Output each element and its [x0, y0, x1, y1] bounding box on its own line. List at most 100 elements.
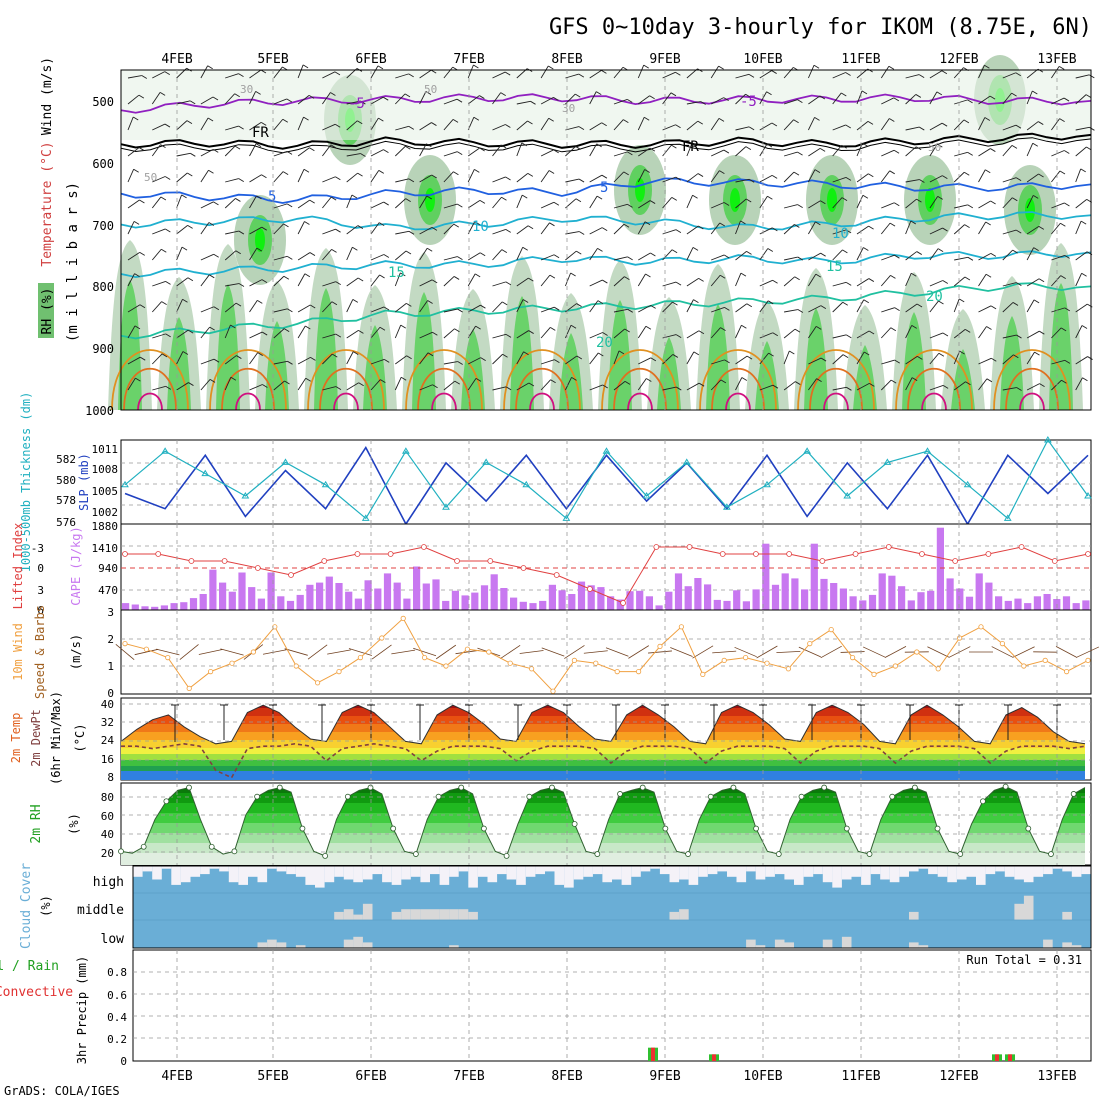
wind-barb [176, 351, 184, 365]
wind-barb-flag [1016, 334, 1022, 339]
wind-barb-flag [426, 143, 432, 148]
wind-barb [273, 66, 283, 79]
wind-barb-flag [521, 142, 528, 147]
wind-barb [1051, 150, 1065, 157]
wind-barb [127, 356, 141, 365]
cloud-low-bar [362, 942, 373, 948]
wind-barb-flag [842, 354, 849, 358]
wind-barb-flag [287, 360, 293, 365]
wind-barb [297, 64, 304, 79]
wind-barb-flag [894, 254, 900, 259]
wind-barb [297, 116, 304, 131]
wind-barb [273, 203, 288, 209]
wind-barb-flag [942, 385, 949, 389]
wind-barb-flag [213, 253, 219, 258]
wind-barb [419, 195, 428, 209]
wind-barb-flag [911, 377, 918, 382]
bottom-date-label: 9FEB [649, 1069, 680, 1084]
wind-barb-flag [936, 91, 943, 96]
cloud-high-gap [755, 866, 766, 880]
lifted-index-point [454, 558, 460, 564]
wind-barb-flag [985, 221, 991, 226]
cloud-high-gap [372, 866, 383, 875]
bottom-date-label: 4FEB [161, 1069, 192, 1084]
wind-barb [929, 332, 944, 339]
wind-barb [443, 256, 458, 261]
surface-wind-barb [500, 644, 521, 660]
wind-barb [540, 306, 555, 313]
temp-surface-loop [921, 392, 947, 411]
wind-barb [953, 276, 966, 287]
temp-series-line [120, 704, 1086, 745]
wind-barb-flag [406, 302, 412, 307]
surface-wind-barb [734, 646, 757, 658]
cloud-middle-bar [909, 911, 919, 920]
wind-barb-flag [650, 357, 657, 362]
wind-barb-flag [967, 151, 973, 156]
wind-barb [564, 272, 572, 287]
wind-barb [540, 254, 555, 261]
precip-tick: 0.8 [107, 966, 127, 979]
wind-barb [540, 149, 554, 157]
cloud-high-gap [410, 866, 421, 877]
wind-speed-point [764, 660, 770, 666]
wind-barb [176, 225, 188, 235]
wind-barb [273, 308, 288, 313]
wind-barb-flag [235, 302, 242, 307]
wind-barb [565, 178, 580, 183]
contour-label-m5: -5 [740, 94, 757, 110]
ylabel-rh: RH (%) [40, 288, 55, 335]
wind-barb-flag [916, 198, 922, 203]
wind-barb-flag [1011, 92, 1017, 97]
wind-barb-flag [719, 170, 725, 175]
wind-barb-flag [357, 277, 364, 282]
wind-barb [880, 222, 891, 235]
surface-wind-barb [948, 646, 971, 658]
wind-barb-flag [650, 252, 656, 257]
upper-air-panel: -5 -5 FR FR 5 5 10 10 15 15 20 20 30 30 … [38, 55, 1095, 418]
cloud-panel: high middle low Cloud Cover (%) [19, 863, 1092, 949]
cloud-low-bar [774, 939, 785, 948]
wind-barb-flag [262, 384, 268, 388]
wind-barb [443, 119, 454, 131]
wind-barb-flag [627, 203, 633, 208]
wind-barb-flag [578, 178, 585, 183]
wind-barb-flag [1089, 126, 1095, 131]
wind-barb-flag [820, 357, 827, 362]
thickness-point [963, 480, 972, 488]
wind-barb-flag [942, 227, 948, 232]
cape-bar [975, 573, 983, 610]
wind-barb-flag [797, 309, 804, 313]
wind-barb-flag [597, 300, 604, 305]
wind-barb [249, 247, 258, 261]
wind-barb [419, 227, 433, 235]
wind-barb-flag [383, 96, 389, 101]
wind-barb [297, 304, 311, 313]
wind-barb-flag [719, 222, 726, 227]
wind-barb-flag [1064, 150, 1070, 154]
wind-barb-flag [602, 384, 608, 389]
temp-surface-loop [711, 368, 765, 411]
wind-barb-flag [213, 358, 220, 363]
slp-tick: 1008 [92, 463, 119, 476]
wind-barb [1026, 90, 1033, 105]
cloud-high-gap [592, 866, 603, 875]
wind-barb [686, 382, 700, 391]
bottom-date-label: 10FEB [743, 1069, 782, 1084]
wind-barb-flag [235, 198, 241, 202]
wind-barb-flag [502, 353, 508, 358]
wind-barb-flag [601, 69, 607, 74]
wind-barb [735, 220, 741, 235]
cloud-high-gap [544, 866, 555, 872]
wind-barb [905, 126, 920, 131]
wind-barb-flag [938, 352, 945, 357]
wind-barb [686, 299, 694, 313]
wind-barb [151, 144, 161, 157]
cape-bar [898, 586, 906, 610]
thickness-point [843, 492, 852, 499]
wind-barb [613, 223, 625, 235]
cloud-middle-bar [679, 909, 689, 920]
cloud-level-low: low [101, 932, 125, 947]
cape-bar [830, 583, 838, 610]
wind-barb [735, 93, 746, 105]
